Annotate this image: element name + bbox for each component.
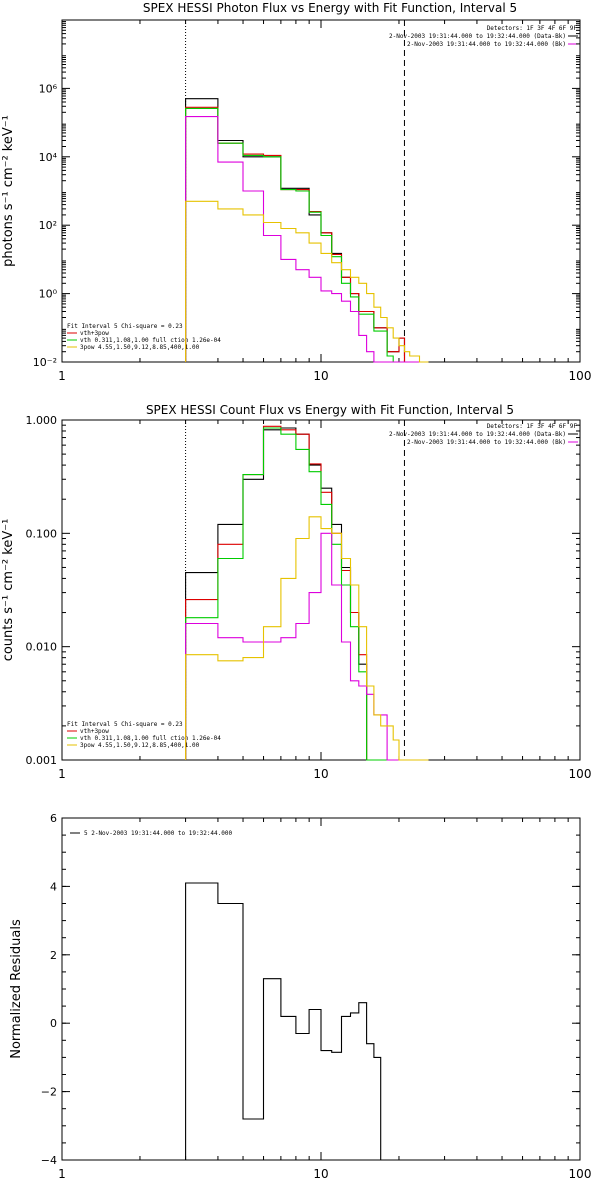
series-vth-3pow-line — [185, 425, 429, 761]
y-tick-label: 0 — [50, 1017, 57, 1030]
photon-flux-legend-line: vth+3pow — [80, 330, 109, 337]
series-residuals-line — [185, 882, 429, 1161]
x-tick-label: 10 — [313, 767, 328, 781]
series-data-bk-line — [185, 98, 429, 363]
photon-flux-y-label: photons s⁻¹ cm⁻² keV⁻¹ — [1, 115, 16, 267]
residuals-y-label: Normalized Residuals — [9, 919, 24, 1059]
count-flux-panel: SPEX HESSI Count Flux vs Energy with Fit… — [1, 403, 581, 761]
count-flux-legend-line: 3pow 4.55,1.50,9.12,8.85,400,1.00 — [80, 742, 200, 749]
x-tick-label: 1 — [58, 1167, 66, 1181]
photon-flux-title: SPEX HESSI Photon Flux vs Energy with Fi… — [143, 1, 517, 15]
count-flux-header-line: 2-Nov-2003 19:31:44.000 to 19:32:44.000 … — [389, 431, 566, 438]
photon-flux-header-line: 2-Nov-2003 19:31:44.000 to 19:32:44.000 … — [389, 33, 566, 40]
x-tick-label: 1 — [58, 767, 66, 781]
y-tick-label: 0.100 — [26, 527, 58, 540]
x-tick-label: 100 — [569, 1167, 592, 1181]
residuals-legend-line: 5 2-Nov-2003 19:31:44.000 to 19:32:44.00… — [84, 830, 232, 837]
y-tick-label: 10⁶ — [39, 82, 58, 95]
count-flux-header: Detectors: 1F 3F 4F 6F 9F 2-Nov-2003 19:… — [389, 423, 578, 446]
series-vth-line — [185, 107, 429, 363]
x-tick-label: 100 — [569, 369, 592, 383]
series-3pow-line — [185, 516, 429, 761]
count-flux-y-label: counts s⁻¹ cm⁻² keV⁻¹ — [1, 519, 16, 662]
count-flux-header-line: Detectors: 1F 3F 4F 6F 9F — [487, 423, 578, 430]
y-tick-label: −2 — [41, 1086, 57, 1099]
x-tick-label: 10 — [313, 1167, 328, 1181]
panel-0-marks: 1 10 100 10⁻² 10⁰ 10² 10⁴ 10⁶ — [33, 20, 592, 383]
x-tick-label: 10 — [313, 369, 328, 383]
photon-flux-legend-line: Fit Interval 5 Chi-square = 0.23 — [67, 323, 183, 330]
series-vth-3pow-line — [185, 106, 429, 363]
y-tick-label: 4 — [50, 880, 57, 893]
count-flux-legend: Fit Interval 5 Chi-square = 0.23 vth+3po… — [67, 721, 221, 749]
y-tick-label: 10⁴ — [39, 151, 58, 164]
photon-flux-header-line: 2-Nov-2003 19:31:44.000 to 19:32:44.000 … — [407, 41, 566, 48]
y-tick-label: −4 — [41, 1154, 57, 1167]
x-tick-label: 100 — [569, 767, 592, 781]
series-bk-line — [185, 532, 429, 761]
photon-flux-legend-line: 3pow 4.55,1.50,9.12,8.85,400,1.00 — [80, 344, 200, 351]
photon-flux-header-line: Detectors: 1F 3F 4F 6F 9F — [487, 25, 578, 32]
panel-2-marks: 1 10 100 −4 −2 0 2 4 6 — [41, 812, 592, 1181]
count-flux-legend-line: vth+3pow — [80, 728, 109, 735]
residuals-panel: Normalized Residuals 5 2-Nov-2003 19:31:… — [9, 817, 581, 1161]
series-data-bk-line — [185, 427, 429, 761]
y-tick-label: 10⁻² — [33, 356, 57, 369]
count-flux-header-line: 2-Nov-2003 19:31:44.000 to 19:32:44.000 … — [407, 439, 566, 446]
series-bk-line — [185, 116, 429, 363]
y-tick-label: 1.000 — [26, 414, 58, 427]
count-flux-legend-line: Fit Interval 5 Chi-square = 0.23 — [67, 721, 183, 728]
count-flux-legend-line: vth 0.311,1.08,1.00 full ction 1.26e-04 — [80, 735, 221, 742]
y-tick-label: 6 — [50, 812, 57, 825]
photon-flux-panel: SPEX HESSI Photon Flux vs Energy with Fi… — [1, 1, 581, 363]
residuals-plot-frame — [61, 817, 581, 1161]
y-tick-label: 0.010 — [26, 641, 58, 654]
series-vth-line — [185, 427, 429, 761]
x-tick-label: 1 — [58, 369, 66, 383]
photon-flux-legend-line: vth 0.311,1.08,1.00 full ction 1.26e-04 — [80, 337, 221, 344]
panel-1-marks: 1 10 100 0.001 0.010 0.100 1.000 — [26, 414, 592, 781]
y-tick-label: 2 — [50, 949, 57, 962]
photon-flux-plot-frame — [61, 19, 581, 363]
series-3pow-line — [185, 200, 429, 363]
photon-flux-legend: Fit Interval 5 Chi-square = 0.23 vth+3po… — [67, 323, 221, 351]
y-tick-label: 0.001 — [26, 754, 58, 767]
count-flux-title: SPEX HESSI Count Flux vs Energy with Fit… — [146, 403, 514, 417]
residuals-legend: 5 2-Nov-2003 19:31:44.000 to 19:32:44.00… — [70, 830, 232, 837]
y-tick-label: 10⁰ — [39, 288, 58, 301]
photon-flux-header: Detectors: 1F 3F 4F 6F 9F 2-Nov-2003 19:… — [389, 25, 578, 48]
y-tick-label: 10² — [39, 219, 57, 232]
